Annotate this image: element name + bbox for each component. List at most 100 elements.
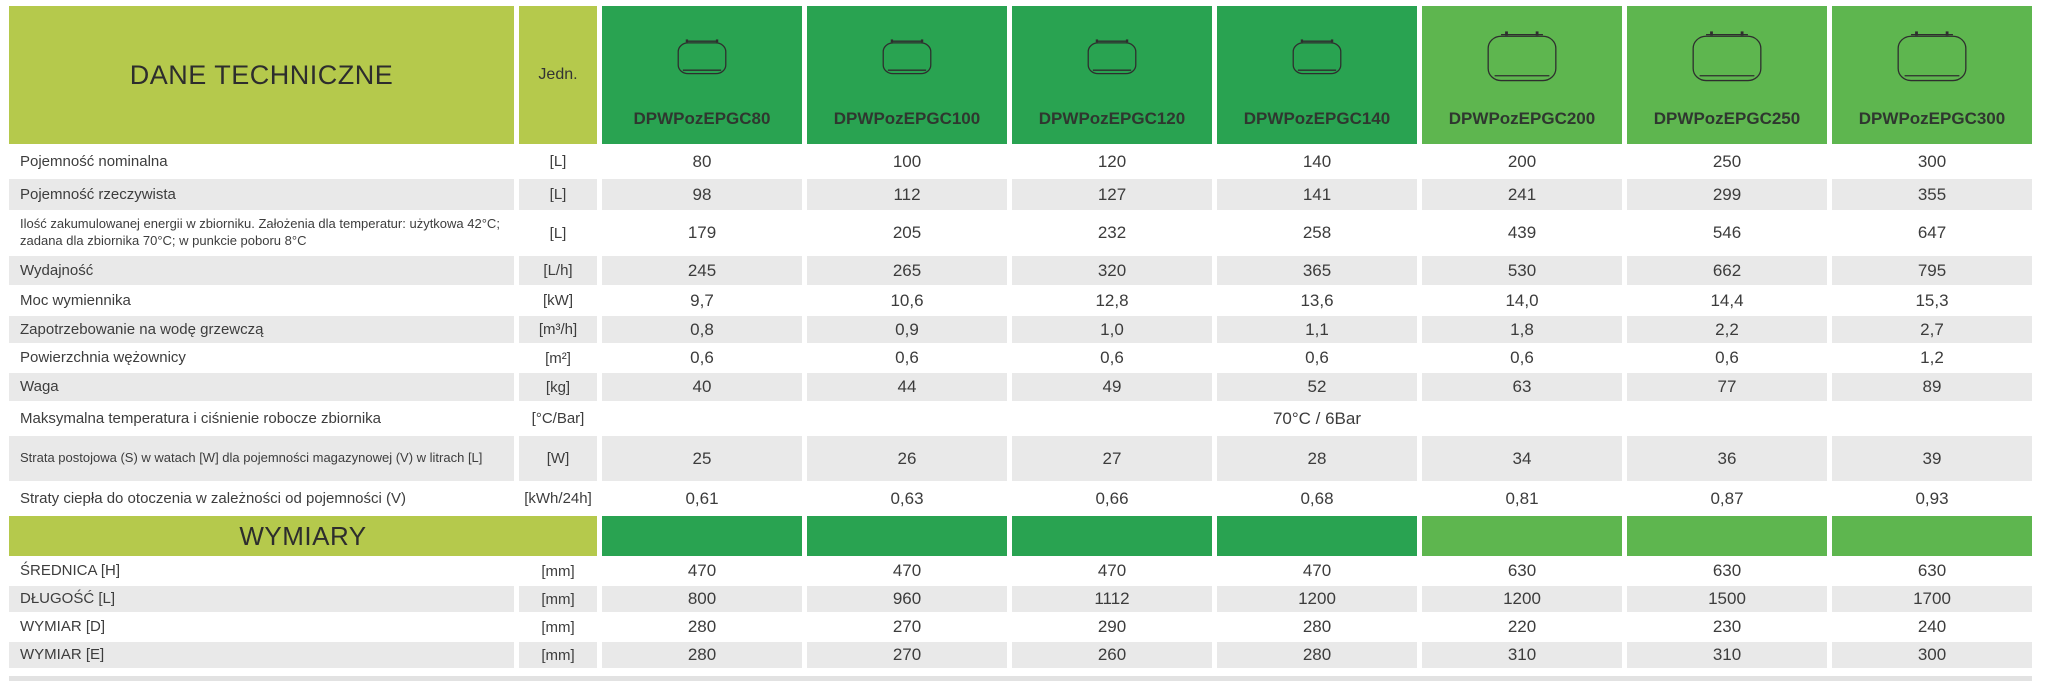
cell-value: 52 (1217, 373, 1417, 401)
cell-value: 470 (602, 558, 802, 584)
cell-value: 1500 (1627, 586, 1827, 612)
table-row: Wydajność [L/h] 245 265 320 365 530 662 … (9, 256, 2032, 285)
row-label: WYMIAR [D] (9, 614, 514, 640)
cell-value: 265 (807, 256, 1007, 285)
section-title: WYMIARY (9, 516, 597, 556)
cell-value: 0,8 (602, 316, 802, 343)
product-name: DPWPozEPGC120 (1038, 109, 1186, 128)
cell-value: 280 (602, 614, 802, 640)
product-name: DPWPozEPGC140 (1243, 109, 1391, 128)
cell-value: 1700 (1832, 586, 2032, 612)
cell-value: 112 (807, 179, 1007, 210)
tank-icon (1422, 6, 1622, 109)
cell-value: 630 (1627, 558, 1827, 584)
row-unit: [W] (519, 436, 597, 481)
row-label: Maksymalna temperatura i ciśnienie roboc… (9, 403, 514, 434)
cell-value: 34 (1422, 436, 1622, 481)
cell-value: 470 (1012, 558, 1212, 584)
cell-value: 310 (1627, 642, 1827, 668)
table-row: WYMIAR [D] [mm] 280 270 290 280 220 230 … (9, 614, 2032, 640)
section-spacer-cell (1422, 516, 1622, 556)
section-spacer-cell (1217, 516, 1417, 556)
product-name: DPWPozEPGC250 (1653, 109, 1801, 128)
row-unit: [L/h] (519, 256, 597, 285)
table-row: Moc wymiennika [kW] 9,7 10,6 12,8 13,6 1… (9, 287, 2032, 314)
cell-value: 120 (1012, 146, 1212, 177)
cell-value: 98 (602, 179, 802, 210)
cell-value: 240 (1832, 614, 2032, 640)
cell-value: 630 (1832, 558, 2032, 584)
product-header: DPWPozEPGC80 (602, 6, 802, 144)
tank-icon (1217, 6, 1417, 109)
cell-value: 100 (807, 146, 1007, 177)
cell-value: 232 (1012, 212, 1212, 254)
cell-value: 27 (1012, 436, 1212, 481)
cell-value: 795 (1832, 256, 2032, 285)
cell-value: 0,87 (1627, 483, 1827, 514)
row-unit: [°C/Bar] (519, 403, 597, 434)
table-row: Strata postojowa (S) w watach [W] dla po… (9, 436, 2032, 481)
product-name: DPWPozEPGC100 (833, 109, 981, 128)
cell-value: 280 (1217, 642, 1417, 668)
section-header-row: WYMIARY (9, 516, 2032, 556)
row-label: Pojemność rzeczywista (9, 179, 514, 210)
product-name: DPWPozEPGC80 (633, 109, 771, 128)
cell-value: 40 (602, 373, 802, 401)
table-title: DANE TECHNICZNE (9, 6, 514, 144)
row-unit: [m³/h] (519, 316, 597, 343)
cell-value: 280 (1217, 614, 1417, 640)
row-unit: [kg] (519, 373, 597, 401)
product-column-header: DPWPozEPGC250 (1627, 6, 1827, 144)
cell-value: 439 (1422, 212, 1622, 254)
table-row: Zapotrzebowanie na wodę grzewczą [m³/h] … (9, 316, 2032, 343)
product-name: DPWPozEPGC300 (1858, 109, 2006, 128)
product-column-header: DPWPozEPGC200 (1422, 6, 1622, 144)
cell-value: 250 (1627, 146, 1827, 177)
cell-value: 355 (1832, 179, 2032, 210)
row-unit: [mm] (519, 586, 597, 612)
unit-column-header: Jedn. (519, 6, 597, 144)
cell-value: 141 (1217, 179, 1417, 210)
cell-value: 258 (1217, 212, 1417, 254)
row-unit: [kW] (519, 287, 597, 314)
product-column-header: DPWPozEPGC120 (1012, 6, 1212, 144)
row-unit: [m²] (519, 345, 597, 371)
technical-data-table: DANE TECHNICZNE Jedn. DPWPozEPGC80 (4, 4, 2037, 670)
product-header: DPWPozEPGC120 (1012, 6, 1212, 144)
cell-value: 10,6 (807, 287, 1007, 314)
cell-value: 0,93 (1832, 483, 2032, 514)
cell-value: 241 (1422, 179, 1622, 210)
cell-value: 280 (602, 642, 802, 668)
table-row: Maksymalna temperatura i ciśnienie roboc… (9, 403, 2032, 434)
product-header: DPWPozEPGC200 (1422, 6, 1622, 144)
cell-value: 9,7 (602, 287, 802, 314)
cell-value: 546 (1627, 212, 1827, 254)
cell-value: 77 (1627, 373, 1827, 401)
cell-value: 1,2 (1832, 345, 2032, 371)
section-spacer-cell (1012, 516, 1212, 556)
cell-value: 365 (1217, 256, 1417, 285)
cell-value: 290 (1012, 614, 1212, 640)
cell-value: 25 (602, 436, 802, 481)
product-column-header: DPWPozEPGC300 (1832, 6, 2032, 144)
product-header: DPWPozEPGC300 (1832, 6, 2032, 144)
row-label: Ilość zakumulowanej energii w zbiorniku.… (9, 212, 514, 254)
cell-value: 320 (1012, 256, 1212, 285)
product-header: DPWPozEPGC140 (1217, 6, 1417, 144)
cell-value: 200 (1422, 146, 1622, 177)
cell-value: 36 (1627, 436, 1827, 481)
product-column-header: DPWPozEPGC80 (602, 6, 802, 144)
cell-value: 1200 (1217, 586, 1417, 612)
row-label: Zapotrzebowanie na wodę grzewczą (9, 316, 514, 343)
cell-value: 2,7 (1832, 316, 2032, 343)
cell-value: 44 (807, 373, 1007, 401)
cell-value: 0,6 (1217, 345, 1417, 371)
cell-value: 127 (1012, 179, 1212, 210)
cell-value: 1,1 (1217, 316, 1417, 343)
cell-value: 647 (1832, 212, 2032, 254)
cell-value: 15,3 (1832, 287, 2032, 314)
tank-icon (602, 6, 802, 109)
section-spacer-cell (1832, 516, 2032, 556)
cell-value: 12,8 (1012, 287, 1212, 314)
cell-value: 0,6 (1012, 345, 1212, 371)
